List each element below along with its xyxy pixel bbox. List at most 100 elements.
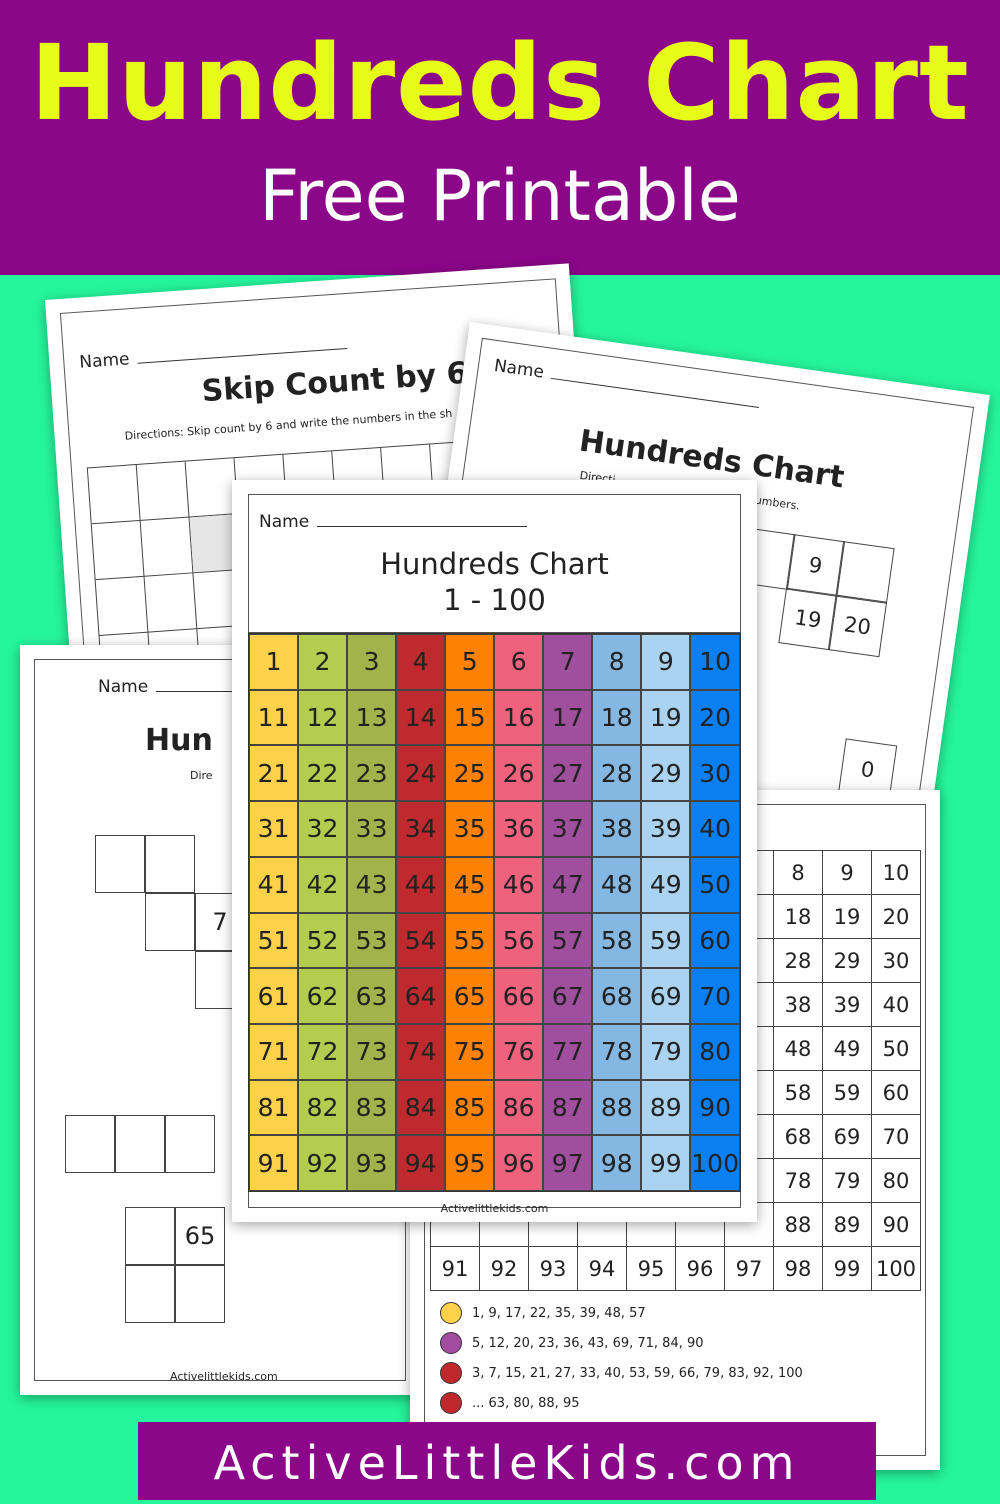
chart-cell-90: 90 [690,1079,740,1136]
number-cell-50: 50 [872,1027,921,1071]
chart-cell-33: 33 [347,801,397,857]
number-cell-91: 91 [431,1247,480,1291]
name-line [156,691,247,692]
blank-cell [140,517,194,577]
number-cell-49: 49 [823,1027,872,1071]
number-cell-79: 79 [823,1159,872,1203]
banner-subtitle: Free Printable [259,155,741,237]
chart-cell-50: 50 [690,856,740,913]
puzzle-box [145,893,195,951]
chart-cell-74: 74 [396,1023,446,1080]
chart-cell-98: 98 [592,1135,642,1191]
chart-cell-69: 69 [641,968,691,1024]
site-credit: Activelittlekids.com [440,1202,549,1215]
name-label: Name [98,677,149,697]
number-cell-69: 69 [823,1115,872,1159]
legend-text: 3, 7, 15, 21, 27, 33, 40, 53, 59, 66, 79… [472,1365,803,1381]
name-label: Name [78,349,131,373]
chart-cell-65: 65 [445,968,495,1024]
number-cell-48: 48 [774,1027,823,1071]
number-cell-39: 39 [823,983,872,1027]
number-cell-18: 18 [774,895,823,939]
chart-cell-23: 23 [347,745,397,802]
chart-cell-60: 60 [690,912,740,969]
chart-cell-88: 88 [592,1079,642,1136]
chart-cell-37: 37 [543,801,593,857]
sheet-directions: Dire [190,769,213,782]
puzzle-box [95,835,145,893]
chart-cell-2: 2 [298,634,348,690]
chart-cell-19: 19 [641,689,691,746]
chart-cell-79: 79 [641,1023,691,1080]
chart-cell-93: 93 [347,1135,397,1191]
number-cell-19: 19 [823,895,872,939]
chart-cell-8: 8 [592,634,642,690]
chart-cell-100: 100 [690,1135,740,1191]
chart-cell-11: 11 [249,689,299,746]
chart-cell-36: 36 [494,801,544,857]
color-dot-icon [440,1392,462,1414]
puzzle-box: 65 [175,1207,225,1265]
number-cell-28: 28 [774,939,823,983]
chart-cell-48: 48 [592,856,642,913]
chart-cell-77: 77 [543,1023,593,1080]
number-cell-100: 100 [872,1247,921,1291]
chart-cell-91: 91 [249,1135,299,1191]
chart-cell-87: 87 [543,1079,593,1136]
chart-cell-3: 3 [347,634,397,690]
chart-cell-5: 5 [445,634,495,690]
number-cell-29: 29 [823,939,872,983]
chart-cell-25: 25 [445,745,495,802]
puzzle-box [145,835,195,893]
chart-cell-76: 76 [494,1023,544,1080]
number-cell-96: 96 [676,1247,725,1291]
grid-cell [835,541,895,604]
chart-cell-94: 94 [396,1135,446,1191]
chart-cell-18: 18 [592,689,642,746]
chart-cell-34: 34 [396,801,446,857]
sheet-title: Hundreds Chart [380,547,609,581]
chart-cell-83: 83 [347,1079,397,1136]
footer-site: ActiveLittleKids.com [213,1436,801,1490]
number-cell-95: 95 [627,1247,676,1291]
chart-cell-22: 22 [298,745,348,802]
color-legend: 1, 9, 17, 22, 35, 39, 48, 57 5, 12, 20, 2… [440,1302,920,1432]
blank-cell [91,520,145,581]
number-cell-20: 20 [872,895,921,939]
chart-cell-80: 80 [690,1023,740,1080]
chart-cell-82: 82 [298,1079,348,1136]
chart-cell-67: 67 [543,968,593,1024]
chart-cell-75: 75 [445,1023,495,1080]
chart-cell-55: 55 [445,912,495,969]
number-cell-83 [529,1203,578,1247]
chart-cell-54: 54 [396,912,446,969]
chart-cell-42: 42 [298,856,348,913]
chart-cell-17: 17 [543,689,593,746]
chart-cell-24: 24 [396,745,446,802]
sheet-title: Hun [145,723,213,758]
site-credit: Activelittlekids.com [170,1370,278,1383]
chart-cell-62: 62 [298,968,348,1024]
chart-cell-29: 29 [641,745,691,802]
chart-cell-72: 72 [298,1023,348,1080]
number-cell-81 [431,1203,480,1247]
name-line [317,526,528,527]
chart-cell-32: 32 [298,801,348,857]
chart-cell-27: 27 [543,745,593,802]
legend-text: ... 63, 80, 88, 95 [472,1395,580,1411]
divider [248,632,741,633]
name-field: Name [259,512,528,532]
number-cell-59: 59 [823,1071,872,1115]
chart-cell-78: 78 [592,1023,642,1080]
chart-cell-57: 57 [543,912,593,969]
hundreds-grid: 1 2 3 4 5 6 7 8 9 10 11 12 13 14 15 16 17 18 19 20 21 22 23 24 2… [248,633,741,1192]
number-cell-30: 30 [872,939,921,983]
chart-cell-51: 51 [249,912,299,969]
chart-cell-13: 13 [347,689,397,746]
chart-cell-89: 89 [641,1079,691,1136]
puzzle-box [115,1115,165,1173]
number-cell-86 [676,1203,725,1247]
header-banner: Hundreds Chart Free Printable [0,0,1000,275]
chart-cell-45: 45 [445,856,495,913]
chart-cell-35: 35 [445,801,495,857]
